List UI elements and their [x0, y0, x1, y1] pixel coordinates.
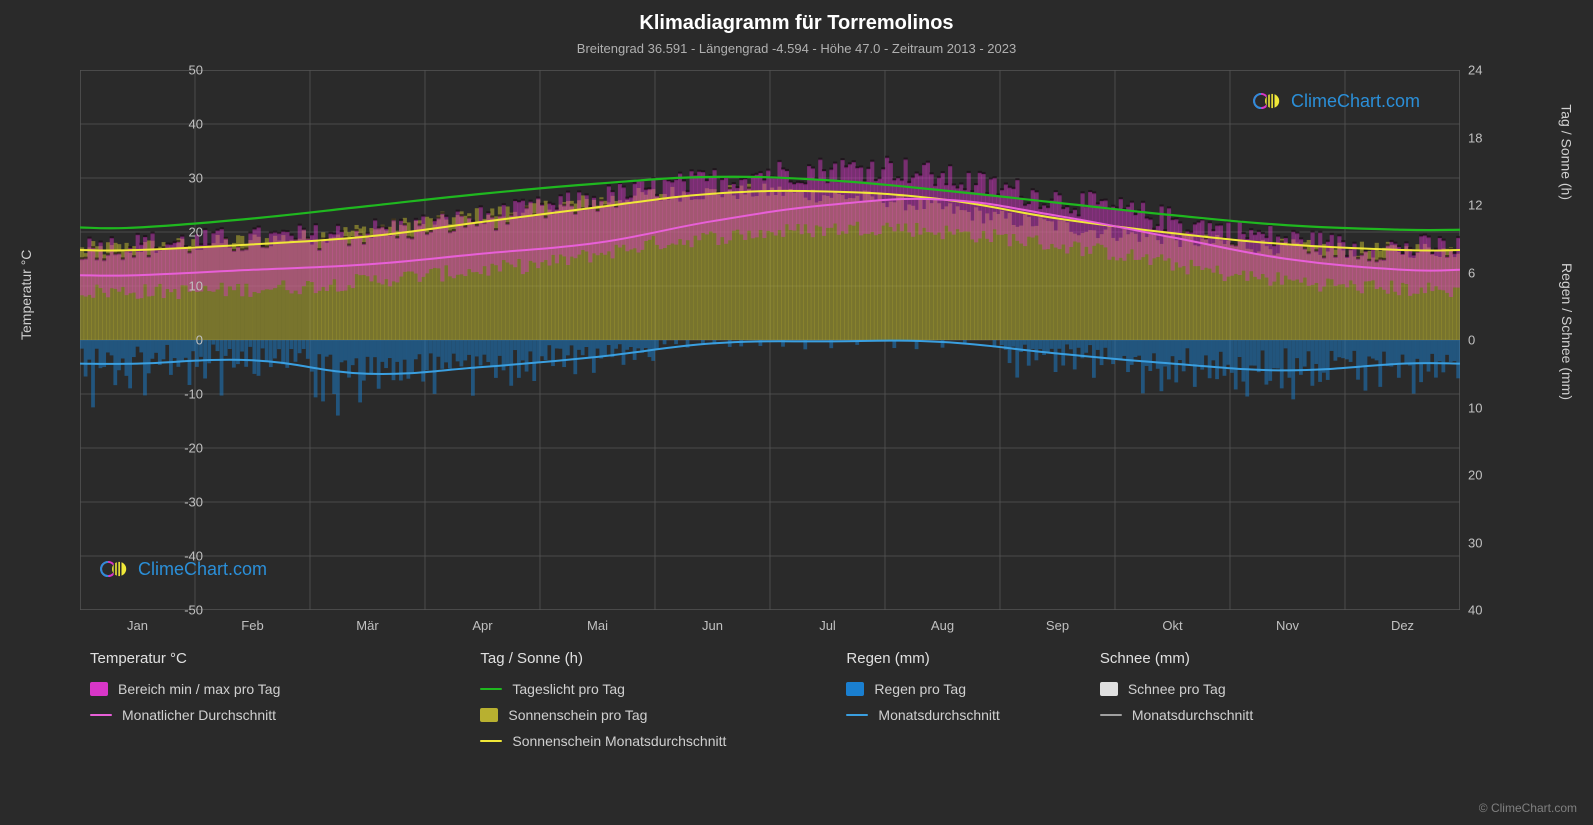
y-left-tick: 30 [163, 171, 203, 186]
temp-avg-swatch [90, 714, 112, 717]
y-right-tick: 12 [1468, 198, 1508, 213]
y-left-tick: 20 [163, 225, 203, 240]
legend-label: Tageslicht pro Tag [512, 681, 625, 697]
x-month-tick: Feb [241, 618, 263, 633]
y-axis-right-top-label: Tag / Sonne (h) [1559, 104, 1575, 200]
y-axis-left-label: Temperatur °C [18, 250, 34, 340]
watermark-top: ClimeChart.com [1253, 90, 1420, 112]
legend-label: Monatlicher Durchschnitt [122, 707, 276, 723]
legend-col-sun: Tag / Sonne (h) Tageslicht pro Tag Sonne… [480, 650, 726, 749]
snow-avg-swatch [1100, 714, 1122, 717]
sunshine-swatch [480, 708, 498, 722]
chart-subtitle: Breitengrad 36.591 - Längengrad -4.594 -… [0, 35, 1593, 56]
legend-header: Schnee (mm) [1100, 650, 1253, 667]
x-month-tick: Okt [1162, 618, 1182, 633]
y-left-tick: 0 [163, 333, 203, 348]
x-month-tick: Apr [472, 618, 492, 633]
x-month-tick: Mär [356, 618, 378, 633]
y-right-tick: 20 [1468, 468, 1508, 483]
x-month-tick: Sep [1046, 618, 1069, 633]
y-right-tick: 0 [1468, 333, 1508, 348]
legend-label: Schnee pro Tag [1128, 681, 1226, 697]
chart-plot-area: ClimeChart.com ClimeChart.com [80, 70, 1460, 610]
y-left-tick: -50 [163, 603, 203, 618]
chart-title: Klimadiagramm für Torremolinos [0, 0, 1593, 35]
daylight-swatch [480, 688, 502, 691]
x-month-tick: Jan [127, 618, 148, 633]
legend-header: Tag / Sonne (h) [480, 650, 726, 667]
legend: Temperatur °C Bereich min / max pro Tag … [90, 650, 1490, 749]
legend-item: Monatlicher Durchschnitt [90, 707, 280, 723]
legend-item: Schnee pro Tag [1100, 681, 1253, 697]
watermark-text: ClimeChart.com [1291, 91, 1420, 112]
legend-item: Sonnenschein Monatsdurchschnitt [480, 733, 726, 749]
legend-label: Monatsdurchschnitt [1132, 707, 1253, 723]
x-month-tick: Dez [1391, 618, 1414, 633]
y-left-tick: 40 [163, 117, 203, 132]
climechart-logo-icon [1253, 90, 1285, 112]
y-axis-right-bottom-label: Regen / Schnee (mm) [1559, 263, 1575, 400]
y-right-tick: 24 [1468, 63, 1508, 78]
y-left-tick: 10 [163, 279, 203, 294]
y-left-tick: -10 [163, 387, 203, 402]
legend-item: Tageslicht pro Tag [480, 681, 726, 697]
legend-col-temp: Temperatur °C Bereich min / max pro Tag … [90, 650, 280, 749]
legend-label: Sonnenschein pro Tag [508, 707, 647, 723]
rain-swatch [846, 682, 864, 696]
legend-item: Sonnenschein pro Tag [480, 707, 726, 723]
x-month-tick: Nov [1276, 618, 1299, 633]
legend-header: Regen (mm) [846, 650, 999, 667]
y-right-tick: 40 [1468, 603, 1508, 618]
y-left-tick: -20 [163, 441, 203, 456]
y-left-tick: -30 [163, 495, 203, 510]
legend-label: Bereich min / max pro Tag [118, 681, 280, 697]
legend-col-rain: Regen (mm) Regen pro Tag Monatsdurchschn… [846, 650, 999, 749]
legend-label: Regen pro Tag [874, 681, 966, 697]
x-month-tick: Jun [702, 618, 723, 633]
sunshine-avg-swatch [480, 740, 502, 743]
snow-swatch [1100, 682, 1118, 696]
rain-avg-swatch [846, 714, 868, 717]
legend-label: Sonnenschein Monatsdurchschnitt [512, 733, 726, 749]
temp-range-swatch [90, 682, 108, 696]
copyright-text: © ClimeChart.com [1479, 801, 1577, 815]
x-month-tick: Jul [819, 618, 836, 633]
y-left-tick: -40 [163, 549, 203, 564]
legend-header: Temperatur °C [90, 650, 280, 667]
x-month-tick: Aug [931, 618, 954, 633]
legend-item: Bereich min / max pro Tag [90, 681, 280, 697]
y-right-tick: 18 [1468, 130, 1508, 145]
chart-svg [80, 70, 1460, 610]
legend-item: Monatsdurchschnitt [846, 707, 999, 723]
climechart-logo-icon [100, 558, 132, 580]
y-right-tick: 30 [1468, 535, 1508, 550]
legend-label: Monatsdurchschnitt [878, 707, 999, 723]
legend-col-snow: Schnee (mm) Schnee pro Tag Monatsdurchsc… [1100, 650, 1253, 749]
y-right-tick: 10 [1468, 400, 1508, 415]
y-left-tick: 50 [163, 63, 203, 78]
legend-item: Monatsdurchschnitt [1100, 707, 1253, 723]
x-month-tick: Mai [587, 618, 608, 633]
legend-item: Regen pro Tag [846, 681, 999, 697]
y-right-tick: 6 [1468, 265, 1508, 280]
